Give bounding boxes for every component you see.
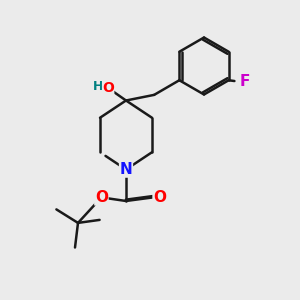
Text: O: O <box>153 190 166 205</box>
Text: N: N <box>120 162 132 177</box>
Text: H: H <box>93 80 103 93</box>
Text: O: O <box>102 81 114 94</box>
Text: O: O <box>95 190 108 205</box>
Text: F: F <box>240 74 250 89</box>
